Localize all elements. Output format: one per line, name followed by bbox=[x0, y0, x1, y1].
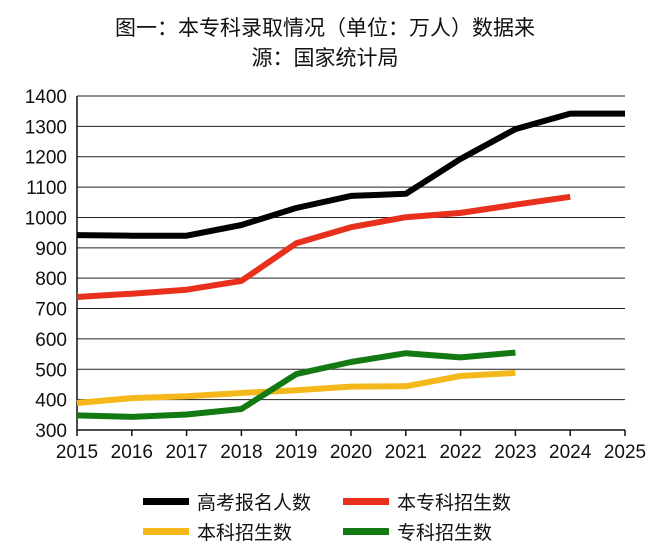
legend-item-benzhuanke: 本专科招生数 bbox=[343, 488, 511, 515]
x-tick-label: 2021 bbox=[385, 442, 427, 463]
y-tick-label: 1100 bbox=[26, 178, 67, 199]
series-line-2 bbox=[76, 369, 516, 406]
x-tick-label: 2020 bbox=[330, 442, 372, 463]
y-tick-label: 500 bbox=[35, 360, 67, 381]
x-tick-label: 2016 bbox=[111, 442, 153, 463]
legend-item-zhuanke: 专科招生数 bbox=[343, 518, 492, 545]
x-tick-label: 2025 bbox=[604, 442, 646, 463]
series-line-1 bbox=[76, 193, 571, 300]
y-tick-label: 1300 bbox=[25, 117, 67, 138]
x-tick-label: 2018 bbox=[220, 442, 262, 463]
series-line-0 bbox=[76, 110, 625, 239]
y-tick-label: 600 bbox=[35, 330, 67, 351]
legend-label-zhuanke: 专科招生数 bbox=[397, 522, 493, 544]
x-tick-label: 2017 bbox=[165, 442, 207, 463]
y-tick-label: 400 bbox=[35, 391, 67, 412]
x-tick-label: 2022 bbox=[439, 442, 481, 463]
legend-label-benke: 本科招生数 bbox=[197, 522, 293, 544]
y-tick-label: 1400 bbox=[25, 87, 67, 108]
chart-title-line-2: 源：国家统计局 bbox=[251, 46, 399, 70]
y-tick-label: 700 bbox=[35, 300, 67, 321]
chart-title-line-1: 图一：本专科录取情况（单位：万人）数据来 bbox=[115, 16, 535, 40]
y-tick-label: 800 bbox=[35, 269, 67, 290]
y-tick-label: 300 bbox=[35, 421, 67, 442]
legend-swatch-benke bbox=[143, 528, 189, 535]
y-tick-label: 900 bbox=[35, 239, 67, 260]
x-tick-label: 2023 bbox=[494, 442, 536, 463]
legend-label-benzhuanke: 本专科招生数 bbox=[397, 492, 512, 514]
legend-swatch-gaokao bbox=[143, 498, 189, 505]
legend-item-gaokao: 高考报名人数 bbox=[143, 488, 311, 515]
legend-swatch-benzhuanke bbox=[343, 498, 389, 505]
x-tick-label: 2019 bbox=[275, 442, 317, 463]
legend-swatch-zhuanke bbox=[343, 528, 389, 535]
x-tick-label: 2024 bbox=[549, 442, 592, 463]
y-tick-label: 1000 bbox=[25, 208, 67, 229]
series-line-3 bbox=[76, 349, 516, 420]
x-tick-label: 2015 bbox=[56, 442, 98, 463]
y-tick-label: 1200 bbox=[25, 148, 67, 169]
legend-item-benke: 本科招生数 bbox=[143, 518, 292, 545]
legend-label-gaokao: 高考报名人数 bbox=[197, 492, 312, 514]
